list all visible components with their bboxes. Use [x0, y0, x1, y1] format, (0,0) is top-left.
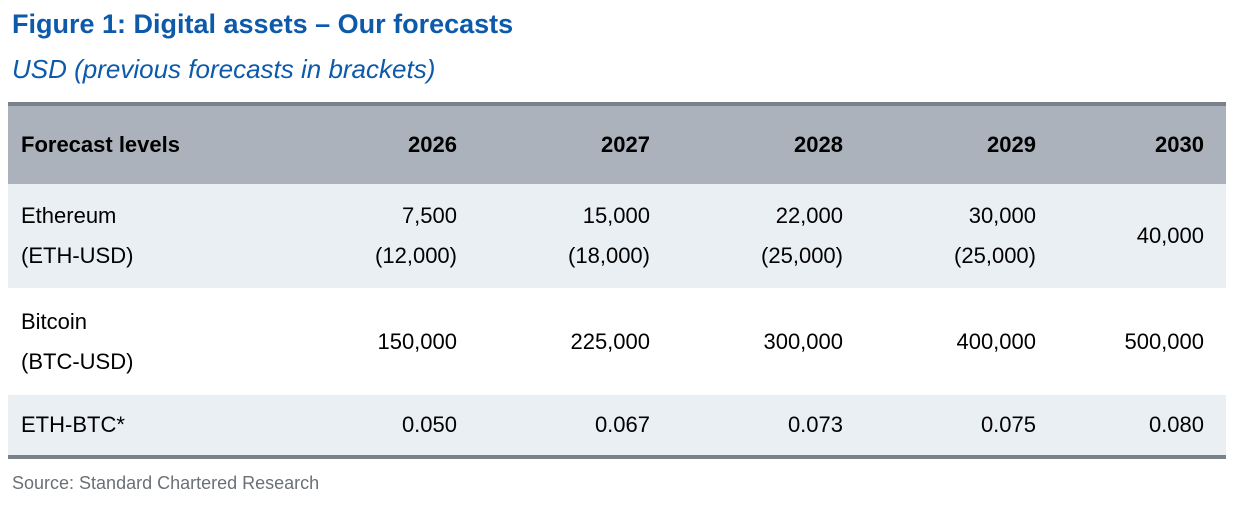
- column-header-2030: 2030: [1155, 132, 1204, 157]
- table-row-eth-btc: ETH-BTC* 0.050 0.067 0.073 0.075 0.080: [8, 395, 1226, 457]
- forecast-value: 40,000: [1136, 223, 1204, 248]
- cell-eth-btc-2027: 0.067: [479, 395, 672, 457]
- asset-name: ETH-BTC*: [21, 412, 125, 437]
- cell-ethereum-2030: 40,000: [1058, 184, 1226, 288]
- cell-bitcoin-2028: 300,000: [672, 288, 865, 395]
- cell-ethereum-2026: 7,500 (12,000): [286, 184, 479, 288]
- cell-eth-btc-2026: 0.050: [286, 395, 479, 457]
- asset-name: Ethereum: [21, 203, 117, 228]
- table-row-ethereum: Ethereum (ETH-USD) 7,500 (12,000) 15,000…: [8, 184, 1226, 288]
- forecast-value: 0.050: [401, 412, 457, 437]
- table-header-row: Forecast levels 2026 2027 2028 2029 2030: [8, 104, 1226, 184]
- column-header-forecast-levels: Forecast levels: [21, 132, 180, 157]
- figure-container: Figure 1: Digital assets – Our forecasts…: [8, 9, 1226, 493]
- cell-bitcoin-2030: 500,000: [1058, 288, 1226, 395]
- asset-ticker: (BTC-USD): [21, 348, 134, 374]
- previous-forecast-value: (18,000): [568, 243, 650, 268]
- asset-ticker: (ETH-USD): [21, 243, 134, 268]
- forecast-value: 0.080: [1148, 412, 1204, 437]
- cell-ethereum-2029: 30,000 (25,000): [865, 184, 1058, 288]
- forecast-value: 22,000: [775, 203, 843, 228]
- figure-subtitle: USD (previous forecasts in brackets): [12, 54, 436, 84]
- previous-forecast-value: (25,000): [954, 243, 1036, 268]
- forecast-value: 400,000: [956, 328, 1036, 354]
- cell-bitcoin-2027: 225,000: [479, 288, 672, 395]
- cell-bitcoin-2029: 400,000: [865, 288, 1058, 395]
- forecast-value: 15,000: [582, 203, 650, 228]
- forecast-value: 225,000: [570, 328, 650, 354]
- row-label-ethereum: Ethereum (ETH-USD): [8, 184, 286, 288]
- forecast-value: 150,000: [377, 328, 457, 354]
- cell-bitcoin-2026: 150,000: [286, 288, 479, 395]
- forecast-value: 0.067: [594, 412, 650, 437]
- forecast-value: 0.075: [980, 412, 1036, 437]
- cell-ethereum-2028: 22,000 (25,000): [672, 184, 865, 288]
- forecast-value: 7,500: [401, 203, 457, 228]
- row-label-eth-btc: ETH-BTC*: [8, 395, 286, 457]
- column-header-2026: 2026: [408, 132, 457, 157]
- table-row-bitcoin: Bitcoin (BTC-USD) 150,000 225,000 300,00…: [8, 288, 1226, 395]
- cell-eth-btc-2029: 0.075: [865, 395, 1058, 457]
- forecast-table: Forecast levels 2026 2027 2028 2029 2030…: [8, 102, 1226, 459]
- forecast-value: 30,000: [968, 203, 1036, 228]
- cell-ethereum-2027: 15,000 (18,000): [479, 184, 672, 288]
- forecast-value: 300,000: [763, 328, 843, 354]
- row-label-bitcoin: Bitcoin (BTC-USD): [8, 288, 286, 395]
- asset-name: Bitcoin: [21, 308, 88, 334]
- figure-title: Figure 1: Digital assets – Our forecasts: [12, 9, 514, 39]
- forecast-value: 0.073: [787, 412, 843, 437]
- forecast-value: 500,000: [1124, 328, 1204, 354]
- cell-eth-btc-2028: 0.073: [672, 395, 865, 457]
- column-header-2028: 2028: [794, 132, 843, 157]
- source-note: Source: Standard Chartered Research: [12, 473, 320, 493]
- cell-eth-btc-2030: 0.080: [1058, 395, 1226, 457]
- column-header-2029: 2029: [987, 132, 1036, 157]
- previous-forecast-value: (25,000): [761, 243, 843, 268]
- column-header-2027: 2027: [601, 132, 650, 157]
- previous-forecast-value: (12,000): [375, 243, 457, 268]
